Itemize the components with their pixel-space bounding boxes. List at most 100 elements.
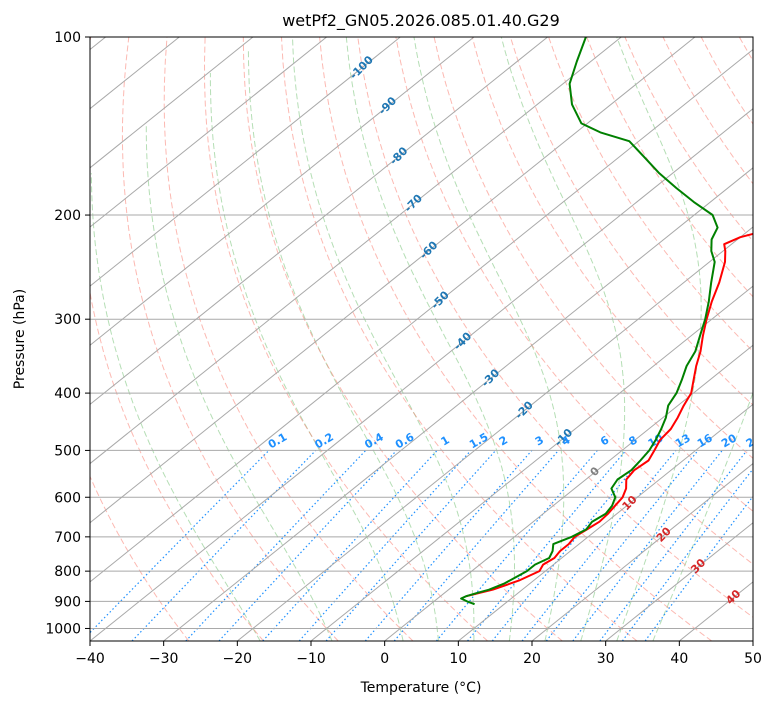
y-tick-label: 100 xyxy=(54,30,81,46)
mixing-ratio-line xyxy=(131,449,317,641)
mixing-ratio-line xyxy=(521,450,677,641)
isotherm-line xyxy=(90,37,622,465)
isotherm-line xyxy=(90,37,401,287)
y-tick-label: 600 xyxy=(54,490,81,506)
mixing-ratio-line xyxy=(262,449,438,641)
isotherm-grid xyxy=(90,37,753,641)
mixing-ratio-line xyxy=(185,449,367,641)
x-tick-label: −30 xyxy=(149,651,179,667)
mixing-ratio-label: 25 xyxy=(744,431,764,450)
dewpoint-profile-line xyxy=(460,37,719,606)
x-axis-label: Temperature (°C) xyxy=(360,680,482,696)
y-tick-label: 300 xyxy=(54,312,81,328)
dry-adiabat xyxy=(121,37,339,641)
isotherm-label: -90 xyxy=(376,94,399,117)
dry-adiabat xyxy=(586,37,753,298)
mixing-ratio-line xyxy=(621,468,753,641)
isotherm-label: -40 xyxy=(451,329,474,352)
dry-adiabat xyxy=(203,37,488,641)
isotherm-label: -30 xyxy=(479,366,502,389)
plot-frame xyxy=(89,36,754,642)
dry-adiabat xyxy=(357,37,753,618)
moist-adiabat xyxy=(90,173,261,641)
mixing-ratio-label: 6 xyxy=(598,433,611,448)
moist-adiabat xyxy=(500,37,626,641)
y-tick-label: 1000 xyxy=(45,621,81,637)
dry-adiabat xyxy=(738,37,753,62)
y-axis-label: Pressure (hPa) xyxy=(12,289,28,389)
x-tick-label: −20 xyxy=(223,651,253,667)
moist-adiabat xyxy=(652,391,753,641)
mixing-ratio-line xyxy=(298,449,472,641)
isotherm-line xyxy=(90,48,753,583)
x-tick-label: 50 xyxy=(744,651,762,667)
isotherm-line xyxy=(90,37,548,406)
isotherm-label: -60 xyxy=(417,238,440,261)
dry-adiabat xyxy=(281,37,638,641)
dry-adiabat xyxy=(395,37,753,565)
mixing-ratio-line xyxy=(435,450,598,641)
mixing-ratio-line xyxy=(599,450,748,641)
x-tick-label: 0 xyxy=(380,651,389,667)
mixing-ratio-line xyxy=(325,449,497,641)
mixing-ratio-label: 20 xyxy=(719,431,739,450)
moist-adiabat xyxy=(345,37,515,641)
isotherm-label: 30 xyxy=(688,556,708,576)
mixing-ratio-label: 1.5 xyxy=(467,430,490,451)
mixing-ratio-label: 8 xyxy=(627,433,640,448)
y-tick-label: 200 xyxy=(54,208,81,224)
isotherm-line xyxy=(458,403,753,641)
mixing-ratio-label: 16 xyxy=(695,431,715,450)
isotherm-label: -50 xyxy=(429,288,452,311)
isotherm-line xyxy=(605,522,753,641)
y-tick-label: 900 xyxy=(54,594,81,610)
mixing-ratio-line xyxy=(218,449,398,641)
mixing-ratio-line xyxy=(467,450,627,641)
mixing-ratio-label: 0.1 xyxy=(266,430,289,451)
isotherm-label: -80 xyxy=(387,144,410,167)
isotherm-label: -100 xyxy=(347,53,376,82)
temperature-profile-line xyxy=(465,232,753,598)
y-tick-label: 700 xyxy=(54,530,81,546)
isotherm-line xyxy=(237,226,753,641)
y-axis: 1000 900 800 700 600 500 400 300 200 100 xyxy=(45,30,90,637)
moist-adiabat xyxy=(209,72,404,641)
dry-adiabat xyxy=(548,37,753,353)
isotherm-line xyxy=(531,462,753,641)
isotherm-label: -70 xyxy=(402,192,425,215)
x-tick-label: −10 xyxy=(296,651,326,667)
isotherm-label: -20 xyxy=(513,398,536,421)
mixing-ratio-label: 0.6 xyxy=(393,430,417,451)
mixing-ratio-line xyxy=(545,450,699,641)
mixing-ratio-label: 0.4 xyxy=(362,430,386,451)
dry-adiabat xyxy=(90,475,190,641)
mixing-ratio-label: 3 xyxy=(533,433,546,448)
isotherm-line xyxy=(752,640,753,641)
mixing-ratio-label: 1 xyxy=(439,433,452,448)
isotherm-line xyxy=(90,37,696,524)
x-tick-label: 10 xyxy=(449,651,467,667)
isotherm-line xyxy=(90,108,753,641)
chart-title: wetPf2_GN05.2026.085.01.40.G29 xyxy=(282,11,560,31)
isotherm-line xyxy=(90,37,254,169)
x-tick-label: 20 xyxy=(523,651,541,667)
moist-adiabat xyxy=(413,37,565,641)
dry-adiabat xyxy=(509,37,753,406)
mixing-ratio-line xyxy=(90,449,270,634)
isotherm-line xyxy=(679,581,753,641)
dry-adiabat xyxy=(319,37,713,641)
x-tick-label: 40 xyxy=(670,651,688,667)
y-tick-label: 400 xyxy=(54,386,81,402)
isotherm-line xyxy=(163,167,753,641)
y-tick-label: 500 xyxy=(54,443,81,459)
x-tick-label: 30 xyxy=(597,651,615,667)
sounding-profiles xyxy=(460,37,753,606)
isotherm-line xyxy=(90,37,327,228)
dry-adiabats xyxy=(90,37,753,641)
mixing-ratio-line xyxy=(572,450,723,641)
isotherm-line xyxy=(90,37,475,346)
dry-adiabat xyxy=(242,37,563,641)
dry-adiabat xyxy=(90,37,264,641)
x-tick-label: −40 xyxy=(75,651,105,667)
